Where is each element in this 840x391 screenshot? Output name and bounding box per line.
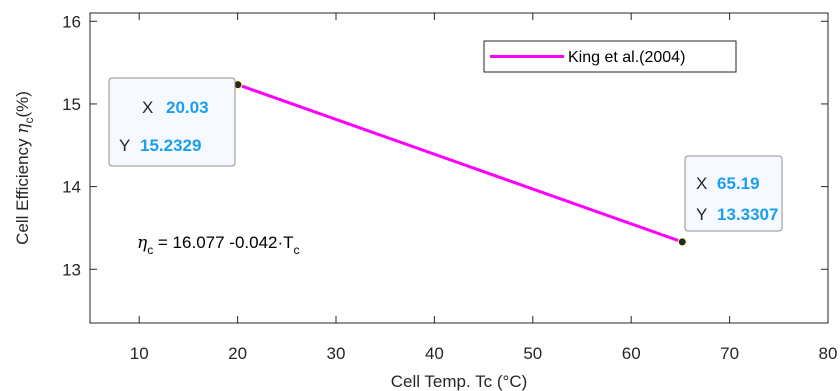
x-tick-label: 40 [425, 344, 444, 363]
datatip-x-value: 65.19 [717, 174, 760, 193]
legend: King et al.(2004) [483, 40, 737, 73]
y-axis-label: Cell Efficiency ηc(%) [13, 91, 36, 245]
datatip-y-label: Y [696, 205, 707, 224]
datatip-y-value: 13.3307 [717, 205, 778, 224]
y-tick-label: 15 [62, 95, 81, 114]
x-tick-label: 30 [327, 344, 346, 363]
x-tick-label: 10 [130, 344, 149, 363]
datatip-x-label: X [696, 174, 707, 193]
datatip-x-label: X [142, 98, 153, 117]
x-tick-label: 70 [720, 344, 739, 363]
datatip-box[interactable]: X 65.19 Y 13.3307 [684, 155, 783, 232]
x-axis-label: Cell Temp. Tc (°C) [391, 372, 528, 391]
datatip-y-value: 15.2329 [140, 136, 201, 155]
x-tick-label: 60 [622, 344, 641, 363]
y-tick-label: 16 [62, 12, 81, 31]
y-axis: 13 14 15 16 [62, 12, 828, 279]
x-tick-label: 50 [523, 344, 542, 363]
x-tick-label: 80 [819, 344, 838, 363]
datatip-box[interactable]: X 20.03 Y 15.2329 [108, 77, 236, 167]
x-axis: 10 20 30 40 50 60 70 80 [130, 13, 838, 363]
datatip-y-label: Y [119, 136, 130, 155]
y-tick-label: 14 [62, 178, 81, 197]
legend-label: King et al.(2004) [568, 49, 685, 66]
y-tick-label: 13 [62, 260, 81, 279]
x-tick-label: 20 [228, 344, 247, 363]
datatip-marker[interactable] [677, 237, 687, 247]
datatip-x-value: 20.03 [166, 98, 209, 117]
equation-annotation: ηc = 16.077 -0.042·Tc [137, 233, 300, 257]
series-line-king [237, 83, 683, 244]
